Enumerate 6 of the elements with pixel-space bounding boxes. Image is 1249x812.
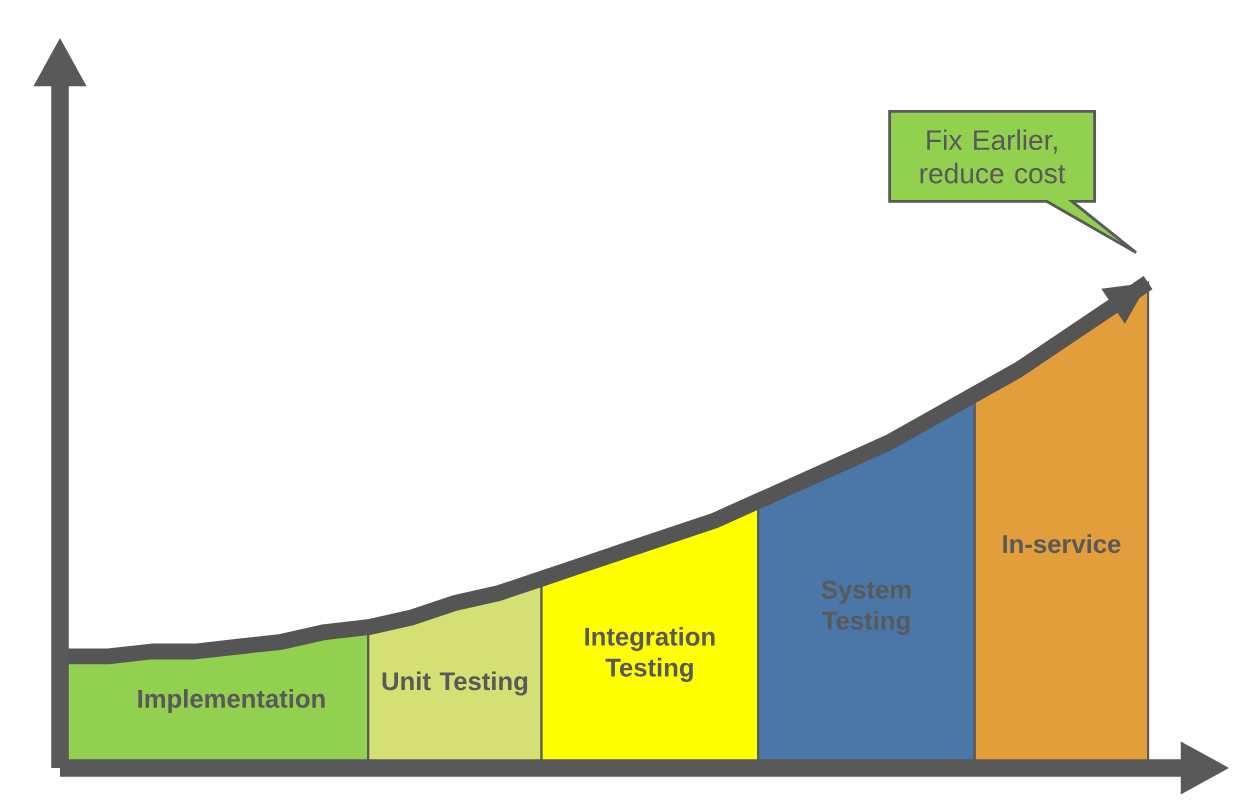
series-label: Implementation [138, 689, 325, 713]
series-label: Unit Testing [382, 671, 528, 696]
series-label: System Testing [821, 580, 911, 635]
series-label: In-service [1003, 534, 1121, 554]
text: Fix Earlier, reduce cost [920, 129, 1066, 184]
series-label: Integration Testing [585, 626, 715, 682]
